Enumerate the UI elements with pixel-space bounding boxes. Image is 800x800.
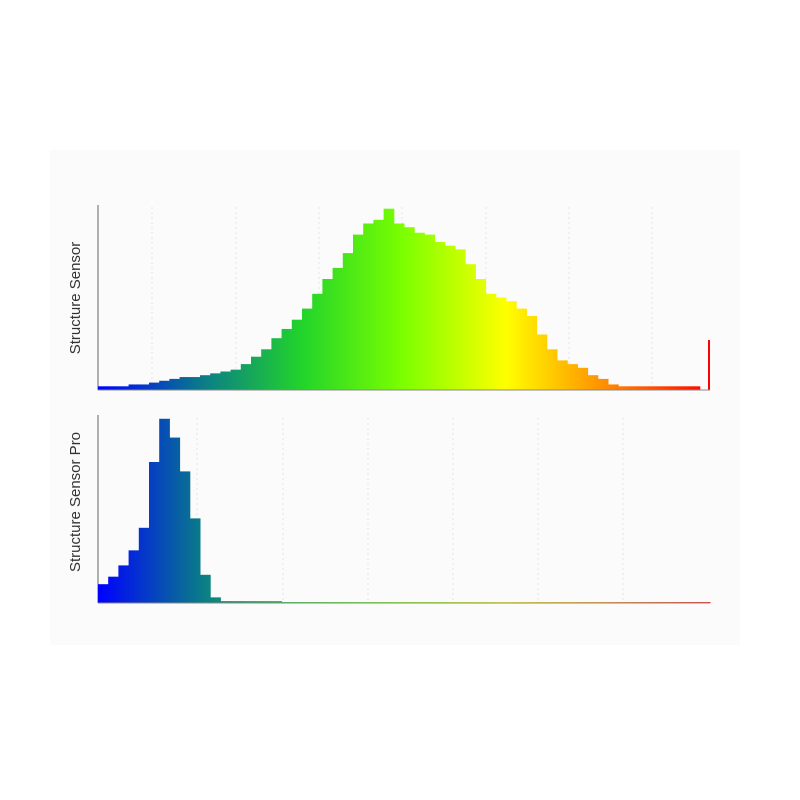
histogram-bar [618, 386, 629, 390]
histogram-bar [546, 349, 558, 390]
histogram-bar [506, 301, 517, 390]
histogram-bar [271, 338, 283, 390]
histogram-bar [281, 328, 293, 390]
histogram-bar [179, 377, 191, 390]
histogram-bar [138, 527, 150, 603]
histogram-bar [659, 386, 670, 390]
histogram-bar [648, 386, 660, 390]
histogram-bar [342, 253, 354, 390]
histogram-bar [240, 364, 252, 390]
histogram-bar [302, 308, 313, 390]
histogram-bar [230, 369, 242, 390]
histogram-bar [271, 601, 283, 603]
histogram-bar [230, 601, 242, 603]
histogram-bar [189, 377, 201, 390]
histogram-bar [149, 462, 160, 603]
y-axis-label: Structure Sensor [67, 242, 84, 355]
histogram-bar [557, 360, 568, 390]
histogram-bar [210, 373, 221, 390]
histogram-bar [159, 418, 170, 603]
histogram-bar [708, 340, 710, 390]
histogram-bar [322, 279, 334, 390]
histogram-bar [516, 308, 527, 390]
histogram-bar [189, 518, 201, 603]
histogram-bar [689, 386, 701, 390]
histogram-bar [608, 384, 619, 390]
histogram-bar [251, 356, 262, 390]
histogram-bar [434, 242, 446, 390]
histogram-bar [526, 316, 538, 390]
y-axis-label: Structure Sensor Pro [67, 432, 84, 572]
histogram-bar [587, 375, 599, 390]
histogram-bar [383, 208, 395, 390]
histogram-bar [118, 386, 130, 390]
histogram-bar [485, 293, 497, 390]
histogram-bar [138, 384, 150, 390]
histogram-bar [475, 279, 487, 390]
histogram-bar [679, 386, 691, 390]
histogram-bar [108, 386, 119, 390]
histogram-bar [291, 319, 303, 390]
histogram-bar [495, 297, 507, 390]
histogram-bar [98, 386, 109, 390]
histogram-bar [424, 234, 436, 390]
histogram-bar [628, 386, 640, 390]
histogram-bar [444, 245, 456, 390]
histogram-bar [669, 386, 680, 390]
histogram-bar [220, 601, 232, 603]
histogram-bar [98, 584, 109, 603]
histogram-bar [118, 565, 130, 603]
histogram-bar [220, 371, 232, 390]
histogram-bar [210, 597, 221, 603]
histogram-bar [128, 550, 140, 603]
histogram-bar [240, 601, 252, 603]
histogram-bar [200, 375, 211, 390]
histogram-bar [638, 386, 650, 390]
histogram-bar [353, 234, 364, 390]
histogram-bar [261, 349, 272, 390]
histogram-bar [373, 219, 385, 390]
histogram-bar [597, 378, 609, 390]
histogram-bar [577, 367, 589, 390]
histogram-bar [363, 223, 374, 390]
histogram-bar [536, 334, 548, 390]
histogram-bar [567, 364, 578, 390]
histogram-bar [312, 293, 323, 390]
histogram-bar [261, 601, 272, 603]
histogram-bar [404, 227, 415, 390]
histogram-bar [149, 382, 160, 390]
histogram-bar [179, 471, 191, 603]
histogram-bar [465, 264, 476, 390]
histogram-bar [455, 249, 466, 390]
histogram-bar [332, 267, 344, 390]
histogram-bar [414, 232, 425, 390]
histogram-bar [108, 576, 119, 603]
histogram-bar [393, 223, 405, 390]
histogram-bar [169, 437, 181, 603]
histogram-bar [159, 380, 170, 390]
histogram-bar [200, 574, 211, 603]
histogram-bar [169, 378, 181, 390]
histogram-bar [251, 601, 262, 603]
histogram-bar [128, 384, 140, 390]
